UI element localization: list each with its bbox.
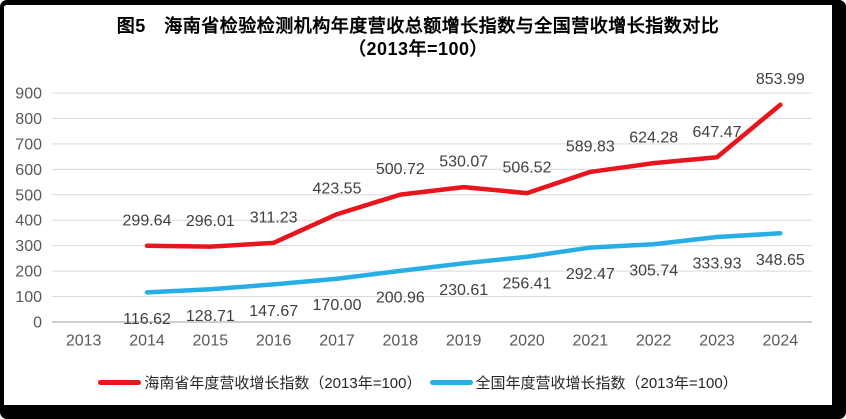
svg-text:311.23: 311.23 — [250, 209, 298, 226]
svg-text:299.64: 299.64 — [123, 212, 172, 229]
svg-text:506.52: 506.52 — [503, 160, 552, 177]
svg-text:348.65: 348.65 — [756, 252, 805, 269]
legend-label-national: 全国年度营收增长指数（2013年=100） — [475, 374, 738, 392]
svg-text:530.07: 530.07 — [439, 154, 488, 171]
svg-text:170.00: 170.00 — [313, 297, 362, 314]
svg-text:292.47: 292.47 — [566, 266, 615, 283]
svg-text:647.47: 647.47 — [693, 124, 742, 141]
chart-title-line1: 图5 海南省检验检测机构年度营收总额增长指数与全国营收增长指数对比 — [116, 16, 720, 36]
svg-text:147.67: 147.67 — [249, 303, 298, 320]
svg-text:296.01: 296.01 — [186, 213, 235, 230]
svg-text:2022: 2022 — [636, 333, 672, 350]
legend-line-swatch-hainan — [98, 379, 142, 385]
svg-text:600: 600 — [15, 162, 42, 179]
svg-text:589.83: 589.83 — [566, 138, 615, 155]
svg-text:2023: 2023 — [699, 333, 735, 350]
svg-text:100: 100 — [15, 289, 42, 306]
svg-text:2024: 2024 — [763, 333, 799, 350]
svg-text:2017: 2017 — [319, 333, 355, 350]
svg-text:400: 400 — [15, 213, 42, 230]
chart-plot-area: 0 100 200 300 400 500 600 700 800 900 2013 2014 2015… — [15, 71, 812, 350]
chart-title-line2: （2013年=100） — [347, 39, 489, 59]
svg-text:116.62: 116.62 — [123, 311, 171, 328]
svg-text:0: 0 — [33, 315, 42, 332]
legend-label-hainan: 海南省年度营收增长指数（2013年=100） — [144, 374, 422, 392]
svg-text:2016: 2016 — [256, 333, 292, 350]
svg-text:300: 300 — [15, 238, 42, 255]
chart-legend: 海南省年度营收增长指数（2013年=100） 全国年度营收增长指数（2013年=… — [4, 371, 832, 393]
svg-text:2019: 2019 — [446, 333, 482, 350]
svg-text:128.71: 128.71 — [186, 308, 235, 325]
svg-text:900: 900 — [15, 86, 42, 103]
svg-text:2014: 2014 — [129, 333, 165, 350]
svg-text:500: 500 — [15, 187, 42, 204]
svg-text:2015: 2015 — [193, 333, 229, 350]
svg-text:305.74: 305.74 — [629, 263, 678, 280]
svg-text:200.96: 200.96 — [376, 289, 425, 306]
svg-text:256.41: 256.41 — [503, 275, 552, 292]
svg-text:2013: 2013 — [66, 333, 102, 350]
legend-item-hainan: 海南省年度营收增长指数（2013年=100） — [98, 372, 422, 393]
svg-text:624.28: 624.28 — [629, 130, 678, 147]
chart-title: 图5 海南省检验检测机构年度营收总额增长指数与全国营收增长指数对比 （2013年… — [4, 15, 832, 61]
svg-text:423.55: 423.55 — [313, 181, 362, 198]
svg-text:800: 800 — [15, 111, 42, 128]
legend-item-national: 全国年度营收增长指数（2013年=100） — [429, 372, 738, 393]
svg-text:200: 200 — [15, 264, 42, 281]
legend-line-swatch-national — [429, 379, 473, 385]
svg-text:2020: 2020 — [509, 333, 545, 350]
svg-text:230.61: 230.61 — [439, 282, 488, 299]
svg-text:700: 700 — [15, 136, 42, 153]
svg-text:333.93: 333.93 — [693, 256, 742, 273]
svg-text:2021: 2021 — [573, 333, 609, 350]
svg-text:500.72: 500.72 — [376, 161, 425, 178]
svg-text:2018: 2018 — [383, 333, 419, 350]
svg-text:853.99: 853.99 — [756, 71, 805, 88]
